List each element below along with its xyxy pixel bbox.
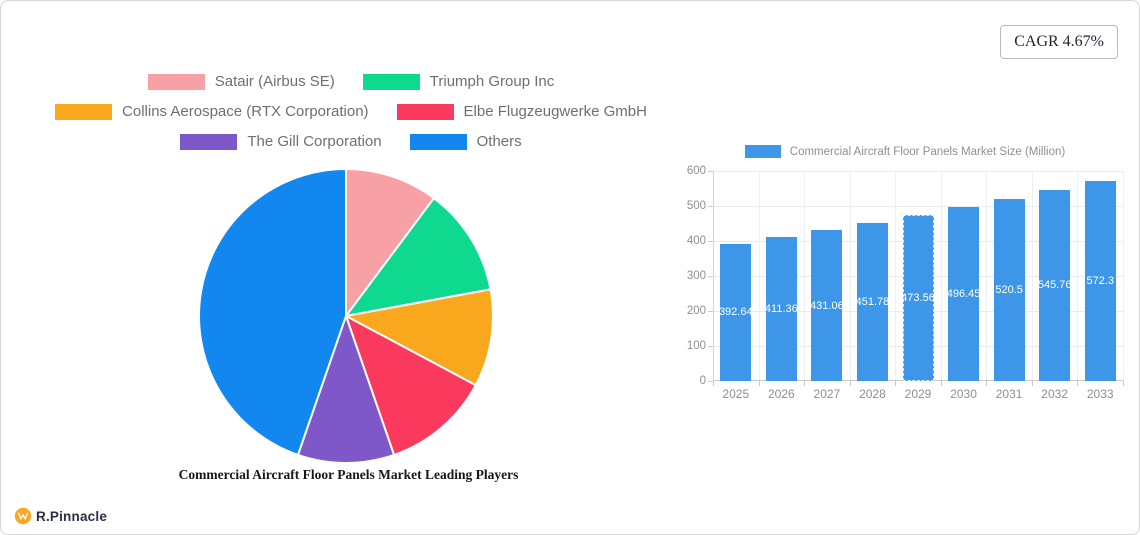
x-axis-tick (895, 381, 897, 386)
x-axis-category-label: 2029 (904, 387, 932, 401)
gridline-vertical (895, 171, 897, 381)
legend-swatch (180, 134, 238, 150)
y-axis-label: 100 (686, 339, 706, 352)
y-axis-tick (708, 171, 713, 172)
bar-2027[interactable] (811, 230, 843, 381)
y-axis-label: 500 (686, 199, 706, 212)
pie-legend-item[interactable]: Triumph Group Inc (362, 73, 555, 91)
bar-2026[interactable] (765, 237, 797, 381)
x-axis-category-label: 2027 (813, 387, 841, 401)
x-axis-category-label: 2025 (722, 387, 750, 401)
y-axis-tick (708, 381, 713, 382)
x-axis-category-label: 2032 (1041, 387, 1068, 401)
x-axis-category-label: 2033 (1086, 387, 1114, 401)
pie-slice[interactable] (345, 288, 494, 387)
legend-swatch (396, 104, 454, 120)
x-axis-category-label: 2030 (950, 387, 977, 401)
x-axis-tick (1123, 381, 1124, 386)
pie-legend-item[interactable]: Satair (Airbus SE) (147, 73, 335, 91)
pie-chart (198, 168, 494, 464)
legend-label: Others (476, 133, 522, 150)
y-axis-tick (708, 311, 713, 312)
gridline-vertical (986, 171, 988, 381)
y-axis-label: 600 (686, 164, 706, 177)
x-axis-tick (804, 381, 806, 386)
pie-legend-item[interactable]: The Gill Corporation (180, 133, 382, 151)
bar-2028[interactable] (856, 222, 888, 381)
brand-logo: R.Pinnacle (14, 507, 107, 525)
pie-legend-item[interactable]: Collins Aerospace (RTX Corporation) (55, 103, 369, 121)
x-axis-tick (1031, 381, 1033, 386)
gridline-vertical (1077, 171, 1079, 381)
y-axis-label: 300 (686, 269, 706, 282)
brand-name: R.Pinnacle (36, 508, 108, 524)
x-axis-category-label: 2028 (859, 387, 886, 401)
gridline-vertical (758, 171, 760, 381)
y-axis-tick (708, 346, 713, 347)
y-axis-label: 400 (686, 234, 706, 247)
gridline-horizontal (713, 206, 1123, 207)
x-axis-tick (713, 381, 714, 386)
legend-swatch (147, 74, 205, 90)
pie-legend-row: Collins Aerospace (RTX Corporation) Elbe … (55, 103, 647, 121)
y-axis-tick (708, 241, 713, 242)
rpinnacle-logo-icon (14, 507, 32, 525)
pie-slice[interactable] (198, 168, 347, 456)
pie-slice[interactable] (345, 315, 477, 456)
pie-chart-title: Commercial Aircraft Floor Panels Market … (178, 467, 519, 482)
legend-swatch (362, 74, 420, 90)
legend-label: Triumph Group Inc (429, 73, 555, 90)
x-axis-tick (986, 381, 988, 386)
legend-label: Elbe Flugzeugwerke GmbH (463, 103, 647, 120)
y-axis-line (713, 171, 714, 381)
pie-legend: Satair (Airbus SE) Triumph Group Inc Colli… (31, 73, 671, 151)
pie-legend-row: Satair (Airbus SE) Triumph Group Inc (147, 73, 555, 91)
bar-2030[interactable] (948, 207, 980, 381)
pie-slice[interactable] (345, 168, 435, 317)
gridline-vertical (1123, 171, 1124, 381)
x-axis-tick (758, 381, 760, 386)
bar-plot-area: 0 100 200 300 400 500 600 392.64 2025 411.36 2026 4… (687, 165, 1124, 401)
x-axis-tick (1077, 381, 1079, 386)
legend-swatch (55, 104, 113, 120)
pie-legend-item[interactable]: Elbe Flugzeugwerke GmbH (396, 103, 647, 121)
gridline-vertical (849, 171, 851, 381)
bar-2033[interactable] (1084, 180, 1116, 381)
cagr-badge: CAGR 4.67% (1000, 25, 1118, 59)
y-axis-label: 200 (686, 304, 706, 317)
bar-legend-item[interactable]: Commercial Aircraft Floor Panels Market … (700, 145, 1110, 158)
pie-slice[interactable] (296, 315, 396, 464)
legend-swatch (409, 134, 467, 150)
bar-legend-label: Commercial Aircraft Floor Panels Market … (789, 145, 1066, 158)
x-axis-category-label: 2031 (995, 387, 1023, 401)
x-axis-tick (940, 381, 942, 386)
gridline-vertical (804, 171, 806, 381)
bar-2029[interactable] (902, 215, 934, 381)
x-axis-tick (849, 381, 851, 386)
gridline-horizontal (713, 171, 1123, 172)
x-axis-category-label: 2026 (767, 387, 795, 401)
pie-legend-item[interactable]: Others (409, 133, 522, 151)
legend-label: Collins Aerospace (RTX Corporation) (122, 103, 369, 120)
pie-legend-row: The Gill Corporation Others (180, 133, 522, 151)
bar-2032[interactable] (1039, 189, 1071, 381)
bar-legend-swatch (744, 145, 781, 158)
gridline-vertical (940, 171, 942, 381)
legend-label: Satair (Airbus SE) (214, 73, 335, 90)
bar-chart-section: Commercial Aircraft Floor Panels Market … (683, 141, 1133, 411)
y-axis-label: 0 (699, 374, 706, 387)
pie-slice[interactable] (345, 197, 492, 317)
y-axis-tick (708, 276, 713, 277)
bar-2025[interactable] (720, 243, 752, 381)
y-axis-tick (708, 206, 713, 207)
legend-label: The Gill Corporation (247, 133, 382, 150)
bar-2031[interactable] (993, 198, 1025, 381)
gridline-vertical (1031, 171, 1033, 381)
